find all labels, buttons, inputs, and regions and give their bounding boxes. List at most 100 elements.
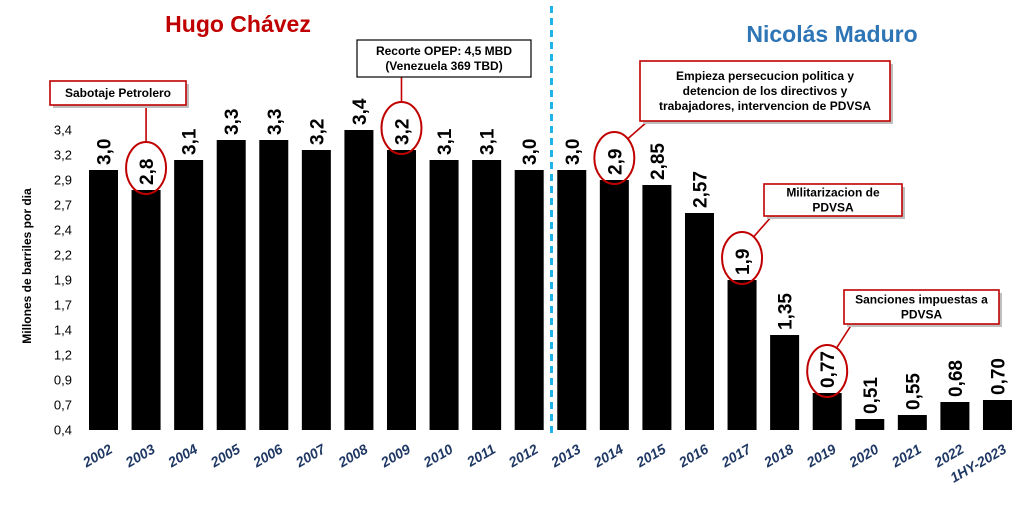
bar-2013 — [557, 170, 587, 430]
y-tick-label: 0,4 — [54, 423, 72, 438]
data-label-2004: 3,1 — [180, 128, 201, 155]
callout-ring — [593, 131, 636, 185]
y-tick-label: 3,2 — [54, 148, 72, 163]
bar-2012 — [514, 170, 544, 430]
callout-box — [639, 60, 891, 122]
x-axis-ticks: 2002 2003 2004 2005 2006 2007 2008 2009 2010 2011… — [79, 440, 1009, 485]
callout-text: Sanciones impuestas a — [855, 293, 988, 307]
y-tick-label: 1,7 — [54, 298, 72, 313]
x-tick-2009: 2009 — [377, 441, 413, 471]
bar-2008 — [344, 130, 374, 430]
x-tick-2003: 2003 — [122, 441, 158, 471]
x-tick-2018: 2018 — [760, 441, 796, 471]
maduro-era-title: Nicolás Maduro — [746, 21, 917, 47]
y-tick-label: 0,7 — [54, 398, 72, 413]
data-label-2003: 2,8 — [137, 159, 158, 185]
x-tick-2002: 2002 — [79, 441, 115, 471]
data-label-2005: 3,3 — [222, 109, 243, 135]
y-tick-label: 1,9 — [54, 273, 72, 288]
bar-2014 — [599, 180, 629, 430]
y-tick-label: 2,4 — [54, 223, 72, 238]
data-label-2007: 3,2 — [307, 119, 328, 145]
callout-box — [843, 289, 1000, 325]
data-label-2010: 3,1 — [435, 128, 456, 155]
data-label-2013: 3,0 — [563, 139, 584, 165]
bar-2002 — [89, 170, 118, 430]
x-tick-2015: 2015 — [633, 441, 669, 471]
x-tick-2017: 2017 — [718, 440, 755, 471]
callout-text: Sabotaje Petrolero — [65, 86, 171, 100]
bar-2019 — [812, 393, 842, 430]
data-label-2015: 2,85 — [648, 143, 669, 180]
data-label-2009: 3,2 — [392, 119, 413, 145]
data-label-2017: 1,9 — [733, 249, 754, 275]
y-tick-label: 1,4 — [54, 323, 72, 338]
bar-1hy-2023 — [982, 400, 1012, 430]
callout-connector — [835, 323, 853, 349]
bar-2007 — [301, 150, 331, 430]
bar-2009 — [386, 150, 416, 430]
y-tick-label: 2,2 — [54, 248, 72, 263]
y-axis-label: Millones de barriles por dia — [20, 188, 34, 344]
bar-2016 — [684, 213, 714, 430]
y-tick-label: 1,2 — [54, 348, 72, 363]
data-label-2014: 2,9 — [605, 149, 626, 175]
bar-2010 — [429, 160, 459, 430]
data-label-2006: 3,3 — [265, 109, 286, 135]
callouts: Sabotaje Petrolero Recorte OPEP: 4,5 MBD(… — [49, 39, 1002, 398]
data-label-1hy-2023: 0,70 — [988, 358, 1009, 395]
y-tick-label: 2,9 — [54, 173, 72, 188]
bar-2005 — [216, 140, 246, 430]
x-tick-2005: 2005 — [207, 441, 243, 471]
callout-2003: Sabotaje Petrolero — [49, 80, 189, 195]
x-tick-2007: 2007 — [292, 440, 329, 471]
data-label-2022: 0,68 — [946, 360, 967, 397]
x-tick-2004: 2004 — [164, 441, 200, 471]
data-label-2019: 0,77 — [818, 351, 839, 388]
callout-text: Recorte OPEP: 4,5 MBD — [376, 44, 512, 58]
callout-box — [356, 39, 532, 78]
y-tick-label: 0,9 — [54, 373, 72, 388]
callout-text: Militarizacion de — [786, 186, 880, 200]
x-tick-2020: 2020 — [845, 441, 881, 471]
data-label-2012: 3,0 — [520, 139, 541, 165]
callout-box — [763, 183, 903, 217]
x-tick-2014: 2014 — [590, 441, 626, 471]
bar-2021 — [897, 415, 927, 430]
data-label-2021: 0,55 — [903, 373, 924, 410]
callout-text: trabajadores, intervencion de PDVSA — [659, 99, 871, 113]
x-tick-2012: 2012 — [505, 441, 541, 471]
y-tick-label: 3,4 — [54, 123, 72, 138]
callout-text: (Venezuela 369 TBD) — [385, 59, 502, 73]
chavez-era-title: Hugo Chávez — [165, 11, 311, 37]
data-label-2016: 2,57 — [690, 171, 711, 208]
data-labels: 3,0 2,8 3,1 3,3 3,3 3,2 3,4 3,2 3,1 3,1 3,0 3,0 2,9 2… — [95, 98, 1010, 414]
bar-2004 — [174, 160, 204, 430]
x-tick-2011: 2011 — [463, 441, 498, 471]
data-label-2002: 3,0 — [95, 139, 116, 165]
callout-2014: Empieza persecucion politica ydetencion … — [593, 60, 893, 185]
callout-ring — [806, 344, 849, 398]
callout-2009: Recorte OPEP: 4,5 MBD(Venezuela 369 TBD) — [356, 39, 532, 155]
data-label-2011: 3,1 — [478, 128, 499, 155]
callout-ring — [721, 231, 764, 285]
bar-2022 — [940, 402, 970, 430]
bar-2017 — [727, 280, 757, 430]
x-tick-2008: 2008 — [335, 441, 371, 471]
callout-box — [49, 80, 187, 106]
callout-text: Empieza persecucion politica y — [676, 69, 854, 83]
x-tick-2006: 2006 — [249, 441, 285, 471]
bar-2020 — [855, 419, 885, 430]
data-label-2018: 1,35 — [776, 293, 797, 330]
bar-2003 — [131, 190, 161, 430]
callout-text: detencion de los directivos y — [683, 84, 848, 98]
bars — [89, 130, 1012, 430]
bar-2011 — [472, 160, 502, 430]
bar-2015 — [642, 185, 672, 430]
data-label-2020: 0,51 — [861, 377, 882, 414]
data-label-2008: 3,4 — [350, 98, 371, 125]
callout-text: PDVSA — [901, 308, 943, 322]
callout-text: PDVSA — [812, 201, 854, 215]
